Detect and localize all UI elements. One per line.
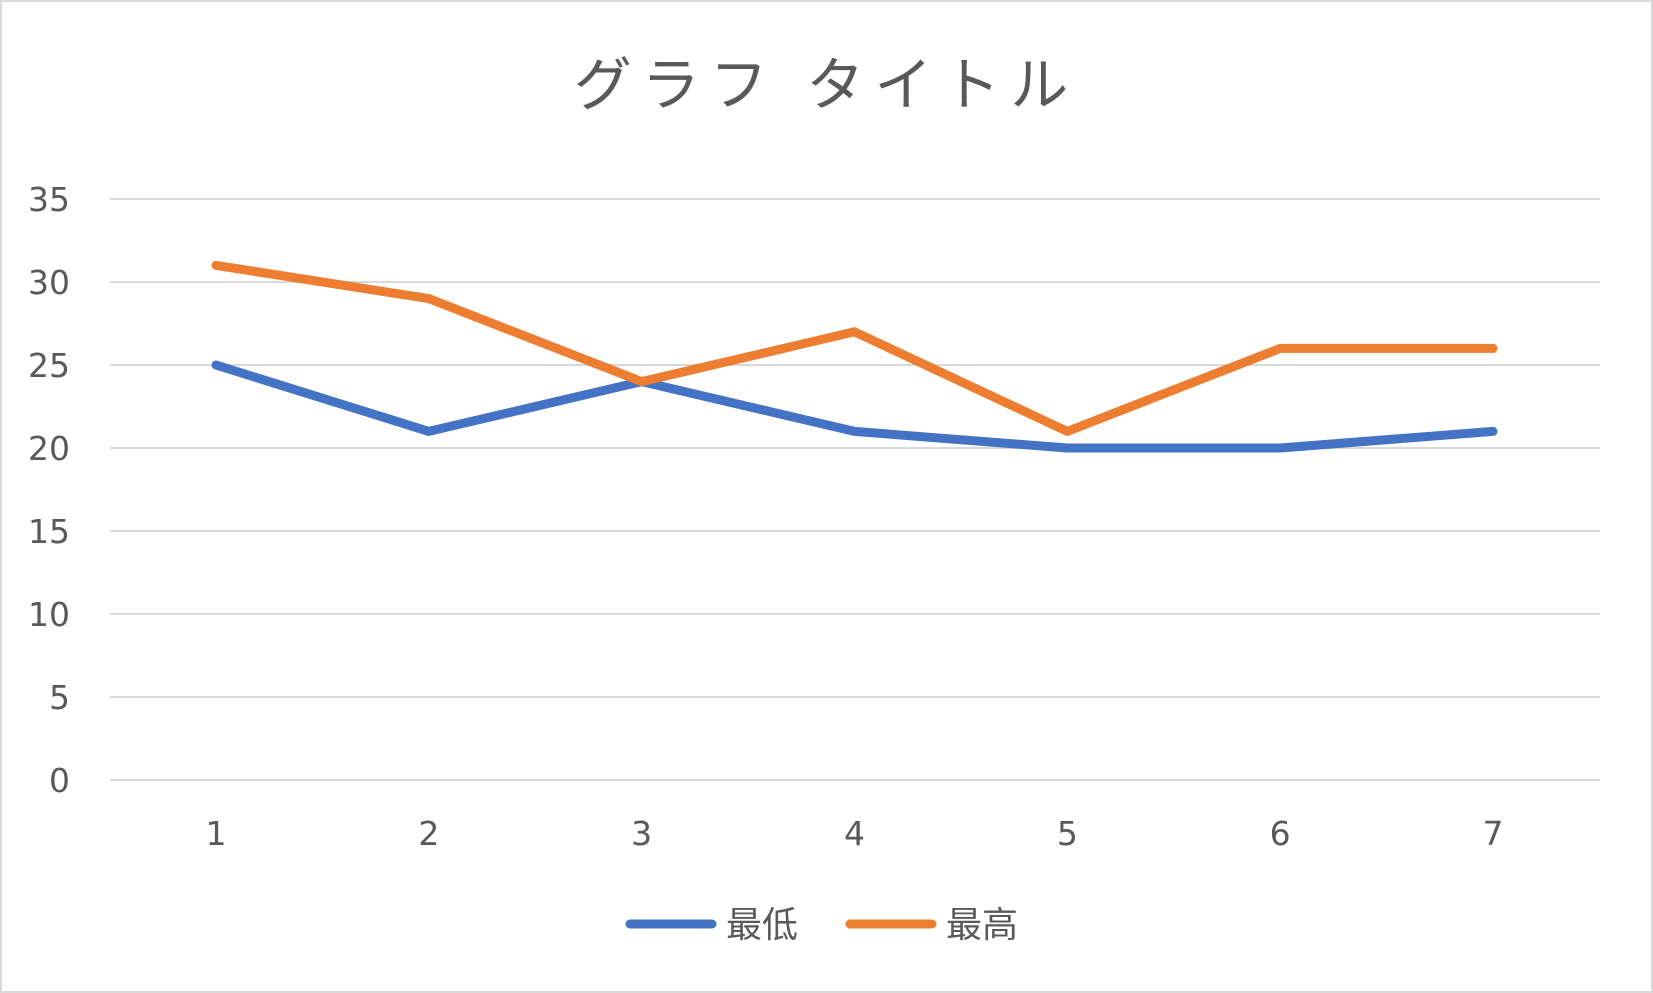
- x-tick-label: 4: [844, 814, 865, 853]
- series-line-2: [211, 260, 1498, 436]
- chart-title: グラフ タイトル: [574, 51, 1078, 119]
- y-tick-label: 15: [28, 512, 70, 551]
- y-tick-label: 30: [28, 263, 70, 302]
- y-tick-label: 10: [28, 595, 70, 634]
- y-tick-label: 5: [49, 678, 70, 717]
- series: [211, 260, 1498, 453]
- legend-label-1: 最低: [726, 905, 798, 946]
- x-tick-label: 3: [631, 814, 652, 853]
- x-tick-label: 7: [1483, 814, 1504, 853]
- x-axis-ticks: 1 2 3 4 5 6 7: [206, 814, 1504, 853]
- y-axis-ticks: 0 5 10 15 20 25 30 35: [28, 180, 70, 800]
- x-tick-label: 5: [1057, 814, 1078, 853]
- series-line-1: [211, 360, 1498, 453]
- y-tick-label: 0: [49, 761, 70, 800]
- y-tick-label: 25: [28, 346, 70, 385]
- x-tick-label: 6: [1270, 814, 1291, 853]
- legend-label-2: 最高: [946, 905, 1018, 946]
- x-tick-label: 1: [206, 814, 227, 853]
- x-tick-label: 2: [418, 814, 439, 853]
- gridlines: [110, 198, 1600, 781]
- y-tick-label: 20: [28, 429, 70, 468]
- legend: 最低 最高: [625, 905, 1018, 946]
- y-tick-label: 35: [28, 180, 70, 219]
